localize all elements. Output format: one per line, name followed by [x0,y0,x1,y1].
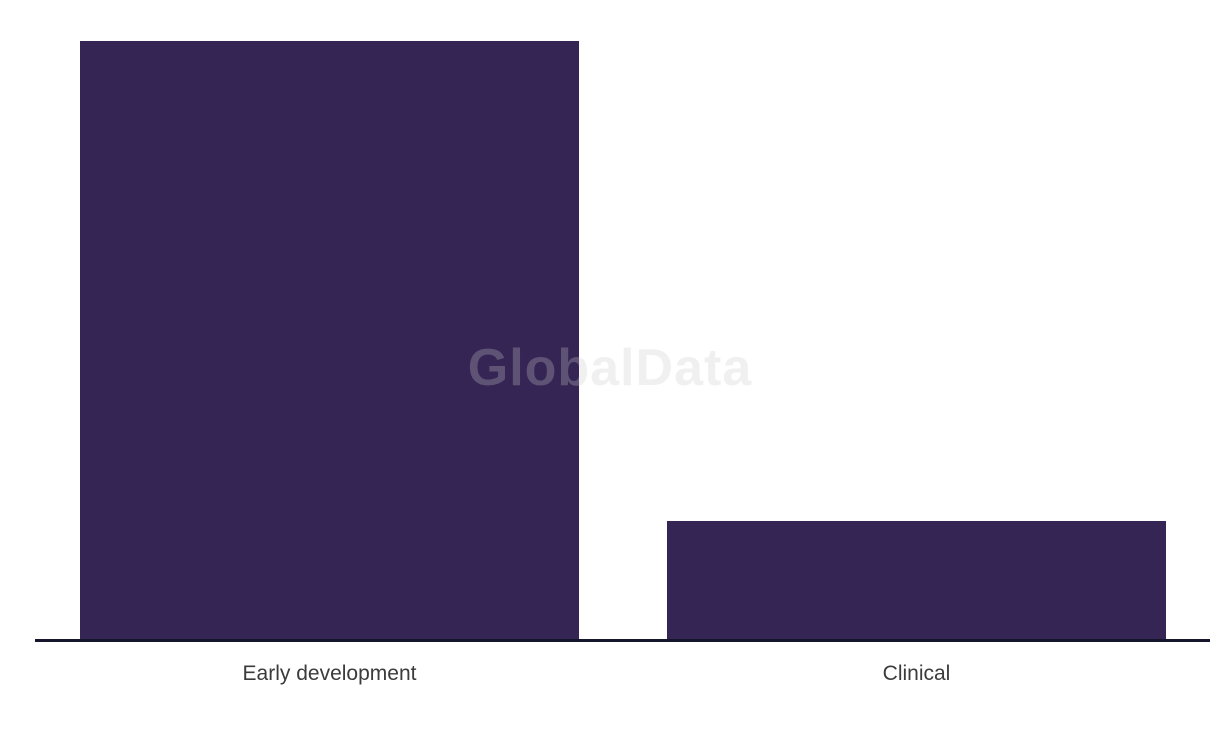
bar-clinical [667,521,1166,641]
x-axis-label-clinical: Clinical [882,662,951,685]
bar-early-development [80,41,579,641]
x-axis-label-early-development: Early development [242,662,417,685]
x-axis-line [35,639,1210,642]
